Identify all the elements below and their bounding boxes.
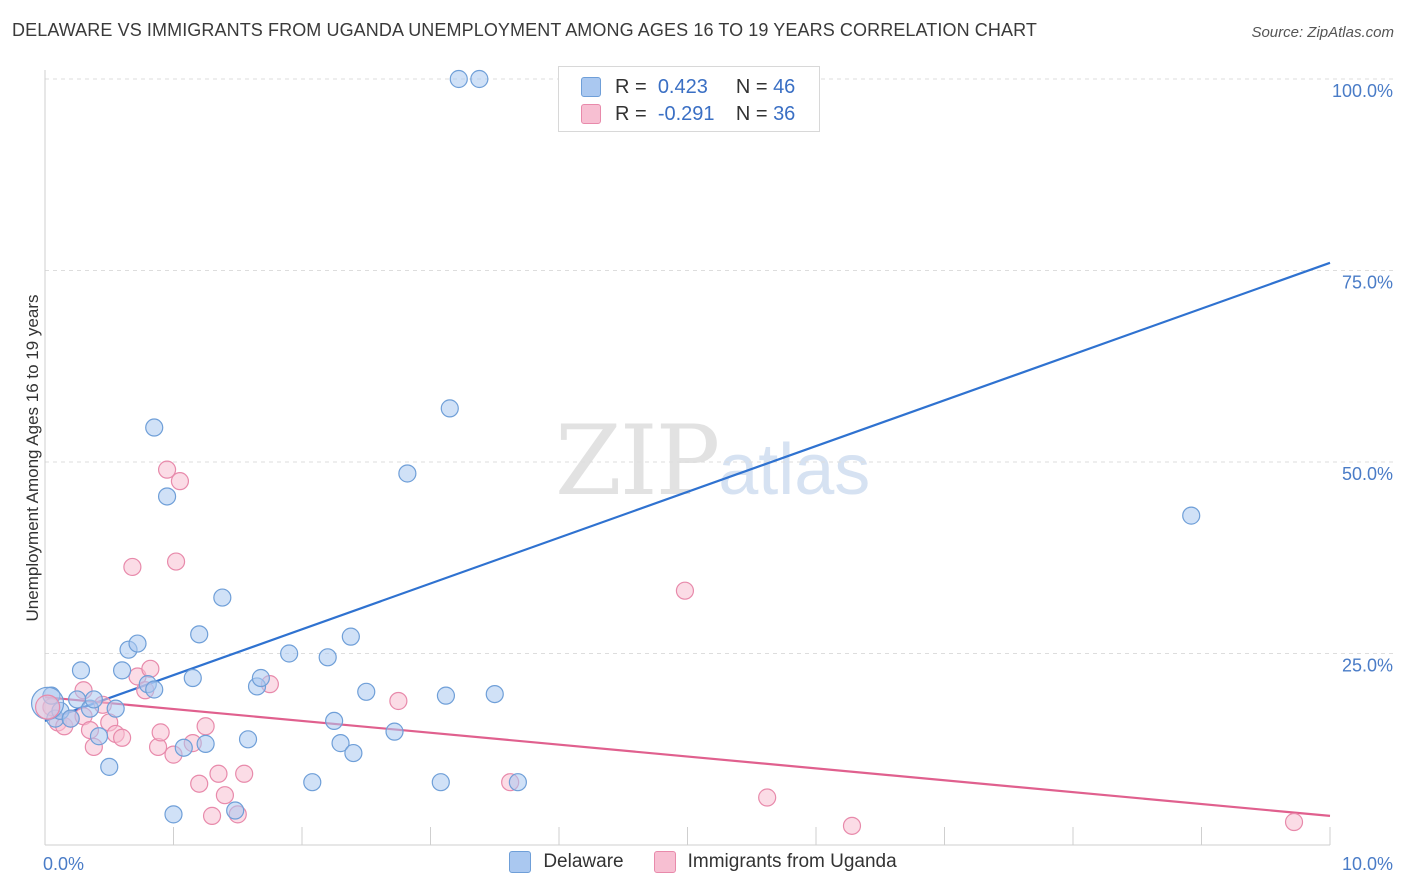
watermark-zip: ZIP [555,405,720,517]
delaware-point [84,690,103,709]
delaware-point [280,644,299,663]
delaware-point [431,773,450,792]
delaware-r-value: 0.423 [657,75,708,98]
delaware-point [398,464,417,483]
data-points [30,69,1304,835]
delaware-swatch [581,77,601,97]
uganda-point [151,723,170,742]
legend-item-delaware: Delaware [509,851,624,873]
uganda-cluster-point [34,694,61,720]
x-tick-label: 10.0% [1342,854,1393,874]
delaware-point [440,399,459,418]
x-tick-label: 0.0% [43,854,84,874]
axes [44,70,1331,846]
uganda-point [166,552,186,571]
delaware-point [145,418,164,437]
uganda-point [675,581,695,600]
uganda-point [215,786,234,805]
watermark-atlas: atlas [718,430,871,510]
source-credit: Source: ZipAtlas.com [1251,24,1394,41]
y-axis-label: Unemployment Among Ages 16 to 19 years [23,295,42,622]
delaware-point [100,757,119,776]
uganda-legend-label: Immigrants from Uganda [687,851,897,872]
uganda-r-label: R = [615,102,647,125]
series-legend: Delaware Immigrants from Uganda [0,851,1406,873]
delaware-point [251,668,270,688]
delaware-legend-label: Delaware [543,851,624,872]
delaware-n-label: N = [735,75,768,98]
uganda-point [141,659,160,678]
uganda-point [157,460,177,479]
uganda-swatch [581,104,601,124]
uganda-point [170,472,190,491]
chart-title: DELAWARE VS IMMIGRANTS FROM UGANDA UNEMP… [12,20,1037,40]
uganda-point [389,691,408,711]
grid-lines [45,78,1395,654]
y-tick-label: 75.0% [1342,273,1393,293]
delaware-point [357,682,376,701]
delaware-point [183,668,202,688]
y-tick-label: 50.0% [1342,464,1393,484]
uganda-trend-line [44,696,1331,817]
uganda-point [758,788,777,807]
delaware-point [385,722,404,741]
delaware-point [196,734,215,753]
uganda-point [190,774,209,793]
delaware-point [112,661,132,680]
delaware-point [485,684,504,704]
delaware-point [213,588,232,607]
delaware-n-value: 46 [773,75,796,98]
delaware-point [226,801,245,820]
delaware-point [61,709,80,728]
delaware-point [157,487,177,506]
uganda-n-label: N = [735,102,768,125]
delaware-point [71,661,91,680]
uganda-n-value: 36 [773,102,796,125]
y-tick-label: 100.0% [1332,81,1393,101]
uganda-point [209,764,228,783]
delaware-point [190,625,209,644]
uganda-r-value: -0.291 [657,102,715,125]
delaware-legend-swatch [509,851,532,873]
delaware-point [174,738,193,757]
uganda-point [202,806,222,825]
uganda-point [235,764,254,783]
legend-row-uganda: R = -0.291 N = 36 [581,100,795,128]
delaware-point [331,734,350,753]
tick-labels: 25.0% 50.0% 75.0% 100.0% 0.0% 10.0% [43,81,1393,874]
delaware-point [106,699,125,718]
correlation-legend: R = 0.423 N = 46 R = -0.291 N = 36 [558,66,820,132]
delaware-trend-line [44,261,1331,722]
delaware-point [164,805,183,824]
delaware-point [449,69,468,89]
delaware-point [508,773,527,792]
uganda-point [1284,812,1304,832]
watermark: ZIPatlas [555,405,870,517]
delaware-point [325,711,344,731]
delaware-point [1182,506,1201,525]
uganda-legend-swatch [653,851,676,873]
delaware-point [436,686,456,705]
delaware-point [238,730,258,749]
uganda-point [196,717,215,736]
delaware-point [341,627,360,646]
delaware-point [318,648,337,667]
uganda-point [842,816,862,835]
delaware-point [89,727,109,746]
delaware-point [470,69,489,89]
trend-lines [44,261,1331,817]
delaware-point [145,680,164,699]
legend-item-uganda: Immigrants from Uganda [653,851,897,873]
delaware-point [128,634,147,653]
y-tick-label: 25.0% [1342,656,1393,676]
uganda-point [112,728,132,747]
delaware-point [303,773,322,792]
uganda-point [123,557,142,577]
legend-row-delaware: R = 0.423 N = 46 [581,73,795,101]
delaware-r-label: R = [615,75,647,98]
delaware-point [344,743,363,763]
